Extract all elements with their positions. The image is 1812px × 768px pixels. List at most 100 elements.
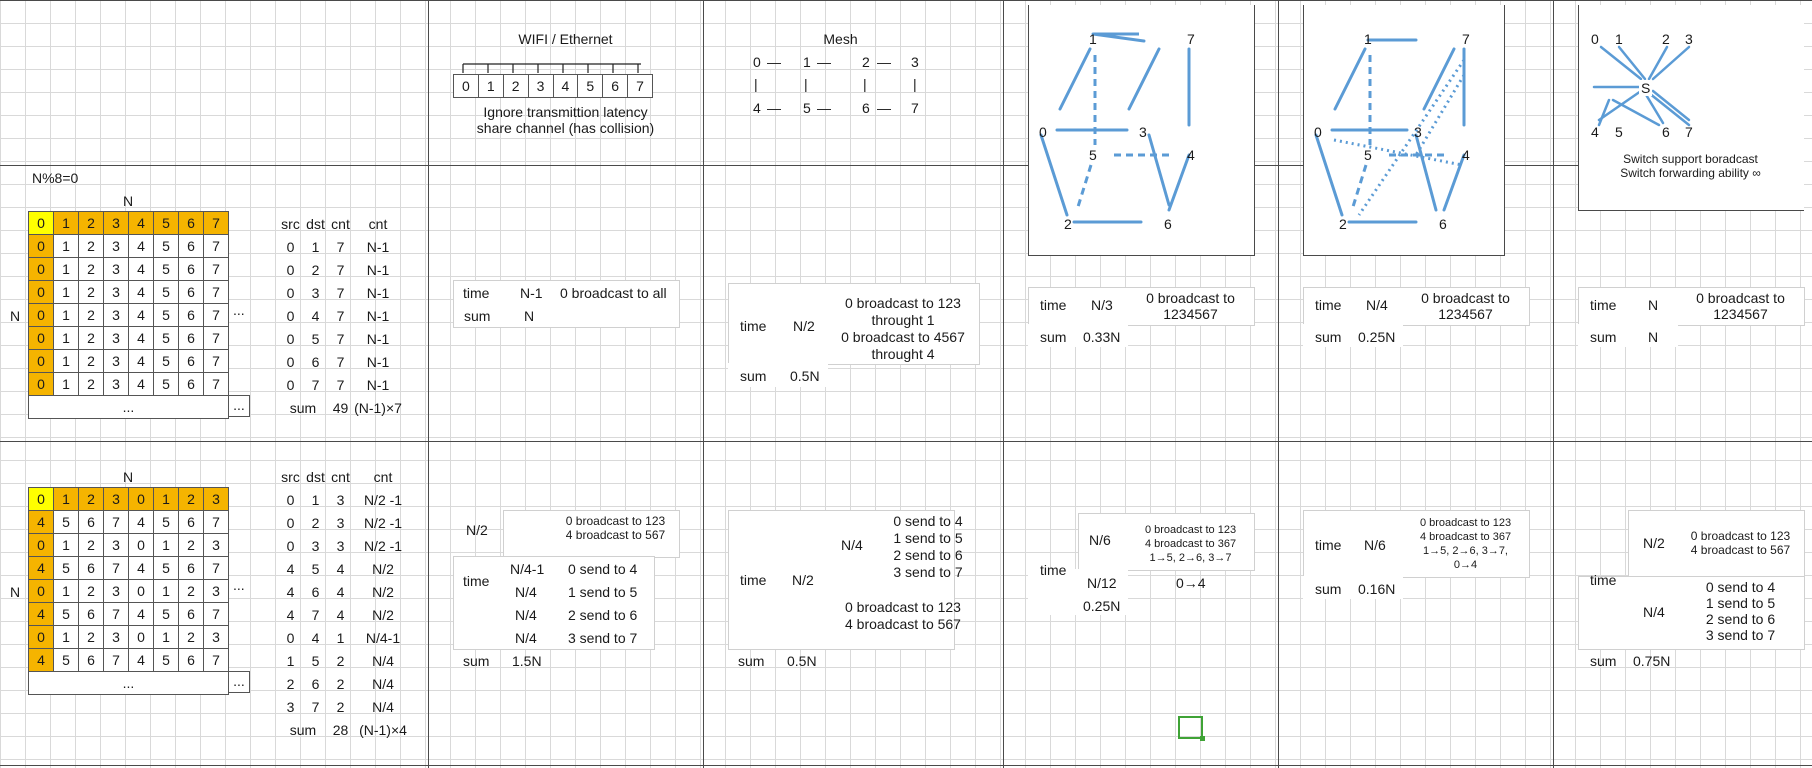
cell[interactable]: 7: [336, 238, 345, 255]
matrix-cell[interactable]: 0: [28, 303, 54, 327]
cell[interactable]: 0: [286, 353, 295, 370]
matrix-cell[interactable]: 7: [203, 280, 229, 304]
cell[interactable]: 1: [311, 238, 320, 255]
matrix-cell[interactable]: 0: [128, 579, 154, 603]
matrix-cell[interactable]: 2: [78, 625, 104, 649]
matrix-cell[interactable]: 0: [28, 257, 54, 281]
sum-value[interactable]: 0.33N: [1083, 329, 1121, 345]
matrix-cell[interactable]: 3: [103, 257, 129, 281]
cell[interactable]: 7: [336, 284, 345, 301]
matrix-cell[interactable]: 2: [78, 257, 104, 281]
matrix-cell[interactable]: 1: [53, 257, 79, 281]
matrix-header-cell[interactable]: 2: [78, 487, 104, 511]
cell[interactable]: 4: [336, 560, 345, 577]
sum-value[interactable]: 0.75N: [1633, 653, 1671, 669]
matrix-header-cell[interactable]: 2: [178, 487, 204, 511]
sum-value[interactable]: 49: [332, 399, 349, 416]
cell[interactable]: N/2: [372, 606, 394, 623]
cell[interactable]: 0: [286, 330, 295, 347]
cell[interactable]: N-1: [366, 261, 390, 278]
matrix-cell[interactable]: 5: [153, 234, 179, 258]
time-value[interactable]: N/4: [1366, 297, 1388, 313]
cell[interactable]: N-1: [366, 284, 390, 301]
cell[interactable]: 4: [336, 583, 345, 600]
matrix-cell[interactable]: 0: [28, 234, 54, 258]
time-value[interactable]: N/4: [515, 607, 537, 623]
cell[interactable]: 3: [311, 537, 320, 554]
matrix-cell[interactable]: 6: [178, 326, 204, 350]
matrix-cell[interactable]: 5: [153, 510, 179, 534]
matrix-header-cell[interactable]: 1: [53, 211, 79, 235]
matrix-cell[interactable]: 4: [28, 648, 54, 672]
time-value[interactable]: N/4: [841, 537, 863, 553]
matrix-cell[interactable]: 1: [53, 349, 79, 373]
matrix-cell[interactable]: 4: [128, 280, 154, 304]
matrix-cell[interactable]: 4: [28, 602, 54, 626]
matrix-header-cell[interactable]: 0: [128, 487, 154, 511]
matrix-cell[interactable]: 3: [103, 326, 129, 350]
matrix-cell[interactable]: 2: [78, 234, 104, 258]
cell[interactable]: 7: [336, 307, 345, 324]
matrix-cell[interactable]: 3: [103, 234, 129, 258]
matrix-cell[interactable]: 3: [103, 280, 129, 304]
matrix-cell[interactable]: 5: [153, 372, 179, 396]
cell[interactable]: 4: [311, 629, 320, 646]
cell[interactable]: N/4: [372, 675, 394, 692]
cell[interactable]: 2: [311, 261, 320, 278]
matrix-header-cell[interactable]: 0: [28, 487, 54, 511]
time-value[interactable]: N/4: [515, 584, 537, 600]
matrix-cell[interactable]: 6: [178, 349, 204, 373]
matrix-cell[interactable]: 2: [78, 533, 104, 557]
matrix-cell[interactable]: 7: [103, 648, 129, 672]
cell[interactable]: 2: [311, 514, 320, 531]
time-value[interactable]: N/4: [515, 630, 537, 646]
matrix-cell[interactable]: 7: [203, 648, 229, 672]
matrix-cell[interactable]: 0: [28, 579, 54, 603]
matrix-cell[interactable]: 0: [128, 533, 154, 557]
sum-value[interactable]: 0.16N: [1358, 581, 1396, 597]
matrix-cell[interactable]: 5: [153, 648, 179, 672]
matrix-cell[interactable]: 7: [203, 303, 229, 327]
cell[interactable]: 4: [286, 583, 295, 600]
matrix-cell[interactable]: 3: [203, 625, 229, 649]
sum-value[interactable]: 0.5N: [787, 653, 817, 669]
matrix-cell[interactable]: 6: [178, 234, 204, 258]
sum-value[interactable]: N: [524, 308, 535, 324]
matrix-cell[interactable]: 2: [78, 349, 104, 373]
matrix-cell[interactable]: 6: [178, 648, 204, 672]
matrix-cell[interactable]: 5: [153, 602, 179, 626]
matrix-cell[interactable]: 2: [178, 533, 204, 557]
sum-formula[interactable]: (N-1)×7: [354, 399, 402, 416]
cell[interactable]: N-1: [366, 353, 390, 370]
matrix-cell[interactable]: 4: [128, 257, 154, 281]
cell[interactable]: 7: [311, 698, 320, 715]
cell[interactable]: 7: [311, 606, 320, 623]
matrix-cell[interactable]: 2: [78, 280, 104, 304]
cell[interactable]: 4: [286, 606, 295, 623]
cell[interactable]: 0: [286, 307, 295, 324]
matrix-header-cell[interactable]: 6: [178, 211, 204, 235]
matrix-cell[interactable]: 0: [28, 349, 54, 373]
matrix-cell[interactable]: 7: [203, 372, 229, 396]
matrix-cell[interactable]: 6: [178, 372, 204, 396]
cell[interactable]: 1: [311, 491, 320, 508]
matrix-cell[interactable]: 1: [153, 579, 179, 603]
matrix-cell[interactable]: 7: [203, 556, 229, 580]
matrix-cell[interactable]: 6: [178, 280, 204, 304]
matrix-cell[interactable]: 4: [28, 556, 54, 580]
matrix-header-cell[interactable]: 3: [103, 211, 129, 235]
cell[interactable]: 0: [286, 537, 295, 554]
matrix-cell[interactable]: 2: [178, 625, 204, 649]
matrix-cell[interactable]: 5: [53, 556, 79, 580]
cell[interactable]: 6: [311, 353, 320, 370]
matrix-cell[interactable]: 3: [103, 625, 129, 649]
time-value[interactable]: N: [1648, 297, 1659, 313]
matrix-cell[interactable]: 5: [153, 257, 179, 281]
time-value[interactable]: N-1: [520, 285, 543, 301]
matrix-cell[interactable]: 1: [53, 303, 79, 327]
matrix-header-cell[interactable]: 2: [78, 211, 104, 235]
cell[interactable]: N/4: [372, 698, 394, 715]
matrix-cell[interactable]: 3: [203, 579, 229, 603]
cell[interactable]: N/2 -1: [363, 491, 403, 508]
